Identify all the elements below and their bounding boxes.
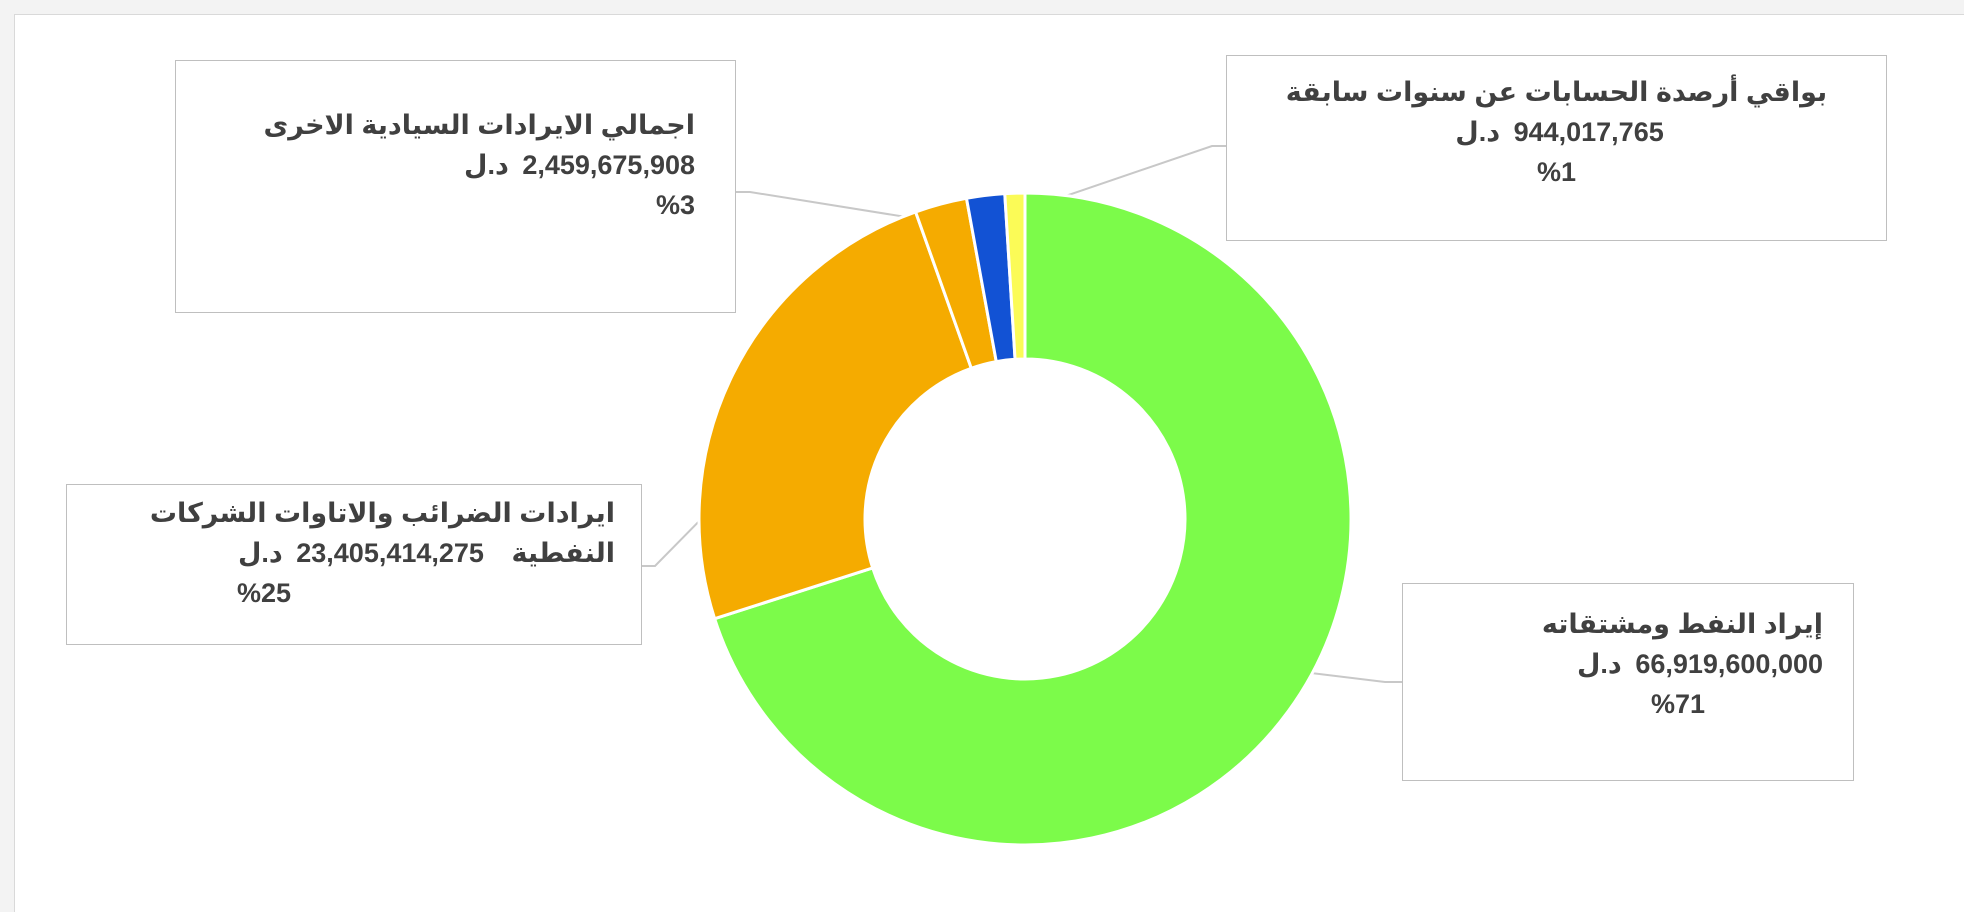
slice-oil [712,191,1353,847]
label-name-oil: إيراد النفط ومشتقاته [1541,609,1823,639]
data-label-balances: بواقي أرصدة الحسابات عن سنوات سابقة 944,… [1226,55,1887,241]
label-unit-tax: د.ل [237,538,283,568]
label-name-sovereign: اجمالي الايرادات السيادية الاخرى [263,110,695,140]
label-unit-sovereign: د.ل [464,150,509,180]
leader-line-sovereign [736,191,947,225]
label-value-row-balances: 944,017,765 د.ل [1227,112,1886,152]
label-unit-oil: د.ل [1577,649,1622,679]
label-name-balances: بواقي أرصدة الحسابات عن سنوات سابقة [1285,77,1828,107]
label-value-sovereign: 2,459,675,908 [522,150,695,180]
slice-tax [697,209,974,621]
label-value-tax: 23,405,414,275 [296,538,484,568]
data-label-oil: إيراد النفط ومشتقاته 66,919,600,000 د.ل … [1402,583,1854,781]
slice-balances [1003,191,1027,361]
data-label-tax: ايرادات الضرائب والاتاوات الشركات النفطي… [66,484,642,645]
label-value-row-oil: 66,919,600,000 د.ل [1433,644,1823,684]
label-percent-balances: %1 [1536,157,1577,187]
label-percent-sovereign: %3 [655,190,695,220]
label-value-balances: 944,017,765 [1513,117,1664,147]
label-value-oil: 66,919,600,000 [1635,649,1823,679]
label-percent-oil: %71 [1650,689,1706,719]
leader-line-balances [1015,145,1226,215]
label-unit-balances: د.ل [1455,117,1501,147]
data-label-sovereign: اجمالي الايرادات السيادية الاخرى 2,459,6… [175,60,736,313]
donut-slices [697,191,1353,847]
label-value-row-sovereign: 2,459,675,908 د.ل [216,145,695,185]
label-name-tax: ايرادات الضرائب والاتاوات الشركات النفطي… [149,498,615,568]
label-percent-tax: %25 [236,578,292,608]
